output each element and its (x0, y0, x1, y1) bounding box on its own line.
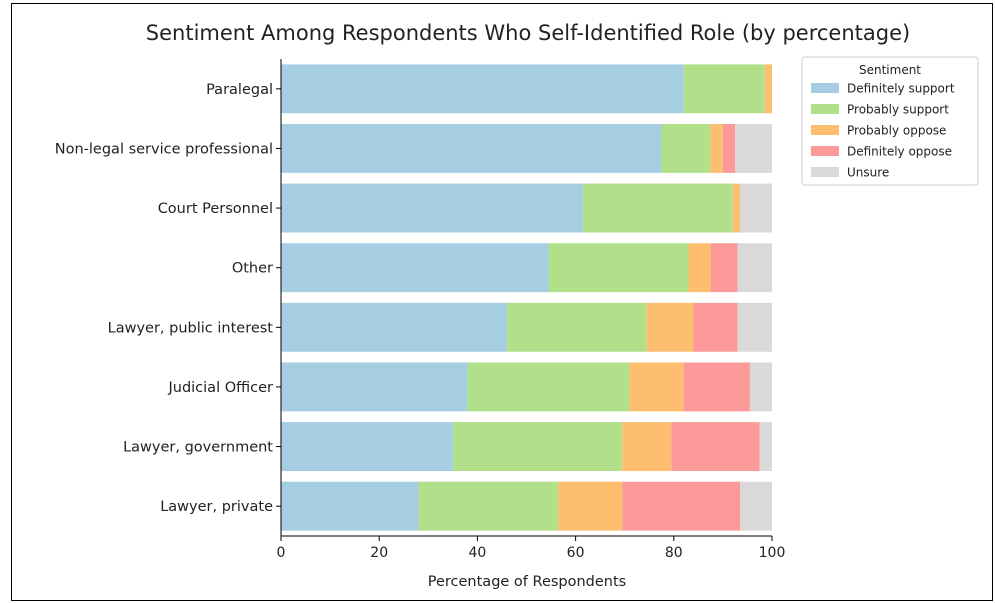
bar-lawyer-government-definitely-oppose (671, 422, 760, 472)
legend-title: Sentiment (859, 63, 921, 77)
bar-lawyer-government-unsure (759, 422, 772, 472)
bar-court-personnel-probably-oppose (732, 183, 741, 233)
bar-paralegal-probably-support (683, 64, 765, 114)
x-axis: 0 20 40 60 80 100 (277, 59, 786, 561)
bar-judicial-officer-probably-oppose (629, 362, 684, 412)
x-tick-label: 20 (370, 545, 388, 561)
legend: Sentiment Definitely support Probably supp… (801, 56, 979, 186)
category-labels: Paralegal Non-legal service professional C… (55, 82, 281, 515)
bar-non-legal-service-professional-unsure (735, 123, 772, 173)
bar-lawyer-public-interest-probably-oppose (646, 302, 694, 352)
chart-title: Sentiment Among Respondents Who Self-Ide… (146, 21, 910, 45)
x-tick-label: 100 (759, 545, 786, 561)
legend-label-probably-support: Probably support (847, 103, 949, 117)
bars-group (281, 64, 772, 531)
category-label: Lawyer, private (160, 499, 273, 515)
bar-other-unsure (737, 243, 772, 293)
bar-lawyer-public-interest-unsure (737, 302, 772, 352)
category-label: Lawyer, government (123, 440, 273, 456)
x-tick-label: 80 (665, 545, 683, 561)
legend-label-definitely-oppose: Definitely oppose (847, 145, 952, 159)
bar-other-definitely-support (281, 243, 549, 293)
legend-box (801, 56, 979, 186)
x-axis-label: Percentage of Respondents (428, 574, 626, 590)
bar-other-probably-oppose (688, 243, 711, 293)
bar-judicial-officer-unsure (749, 362, 772, 412)
category-label: Other (232, 261, 273, 277)
bar-judicial-officer-definitely-oppose (683, 362, 750, 412)
legend-swatch-probably-oppose (811, 125, 839, 135)
category-label: Non-legal service professional (55, 141, 273, 157)
bar-lawyer-private-definitely-oppose (622, 481, 741, 531)
bar-other-probably-support (548, 243, 689, 293)
bar-lawyer-public-interest-definitely-support (281, 302, 507, 352)
bar-lawyer-government-probably-oppose (622, 422, 672, 472)
bar-judicial-officer-definitely-support (281, 362, 468, 412)
bar-judicial-officer-probably-support (467, 362, 630, 412)
x-tick-label: 60 (567, 545, 585, 561)
bar-lawyer-private-definitely-support (281, 481, 419, 531)
legend-swatch-unsure (811, 167, 839, 177)
bar-other-definitely-oppose (710, 243, 738, 293)
bar-paralegal-definitely-support (281, 64, 684, 114)
category-label: Lawyer, public interest (108, 320, 274, 336)
bar-lawyer-private-probably-oppose (558, 481, 623, 531)
bar-lawyer-public-interest-probably-support (506, 302, 647, 352)
bar-lawyer-public-interest-definitely-oppose (693, 302, 738, 352)
category-label: Paralegal (206, 82, 273, 98)
bar-paralegal-probably-oppose (764, 64, 772, 114)
bar-lawyer-private-probably-support (418, 481, 559, 531)
stacked-bar-chart: Sentiment Among Respondents Who Self-Ide… (55, 21, 979, 590)
x-tick-label: 0 (277, 545, 286, 561)
bar-court-personnel-definitely-support (281, 183, 583, 233)
bar-non-legal-service-professional-probably-support (661, 123, 711, 173)
x-tick-label: 40 (468, 545, 486, 561)
category-label: Court Personnel (158, 201, 273, 217)
legend-swatch-definitely-oppose (811, 146, 839, 156)
bar-court-personnel-probably-support (582, 183, 733, 233)
bar-court-personnel-unsure (740, 183, 772, 233)
legend-label-probably-oppose: Probably oppose (847, 124, 946, 138)
bar-lawyer-government-definitely-support (281, 422, 453, 472)
bar-lawyer-private-unsure (740, 481, 772, 531)
legend-label-definitely-support: Definitely support (847, 82, 955, 96)
legend-swatch-definitely-support (811, 83, 839, 93)
legend-swatch-probably-support (811, 104, 839, 114)
bar-non-legal-service-professional-definitely-oppose (722, 123, 736, 173)
bar-lawyer-government-probably-support (452, 422, 623, 472)
chart-frame: Sentiment Among Respondents Who Self-Ide… (11, 3, 993, 601)
bar-non-legal-service-professional-probably-oppose (710, 123, 723, 173)
legend-label-unsure: Unsure (847, 166, 889, 180)
category-label: Judicial Officer (167, 380, 273, 396)
bar-non-legal-service-professional-definitely-support (281, 123, 662, 173)
